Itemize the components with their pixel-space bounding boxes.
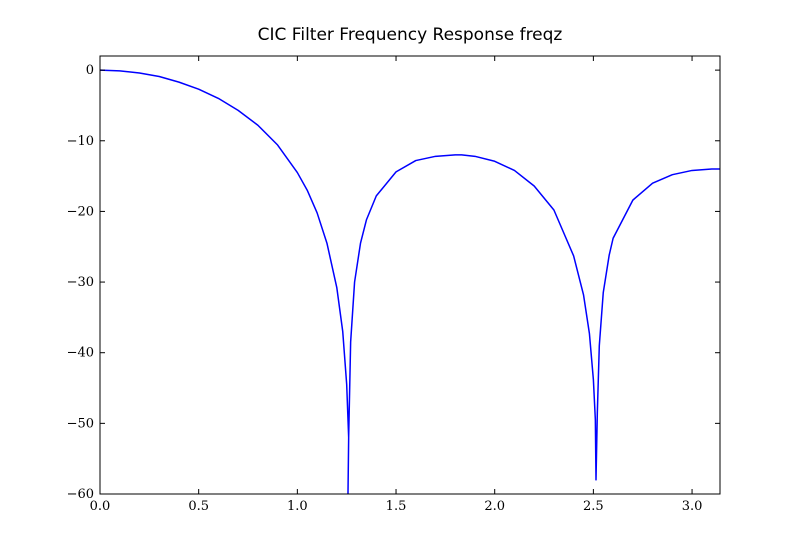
y-tick-label: −30 bbox=[67, 275, 94, 290]
x-tick-label: 0.0 bbox=[90, 499, 111, 514]
y-tick-label: 0 bbox=[86, 63, 94, 78]
plot-frame bbox=[99, 55, 721, 495]
y-tick-label: −60 bbox=[67, 487, 94, 502]
y-tick-label: −40 bbox=[67, 346, 94, 361]
plot-area: 0.0 0.5 1.0 1.5 2.0 2.5 3.0 0 −10 −20 −30 −40 −50 −60 bbox=[67, 55, 721, 514]
x-tick-label: 1.0 bbox=[287, 499, 308, 514]
x-tick-label: 2.0 bbox=[484, 499, 505, 514]
x-tick-label: 0.5 bbox=[188, 499, 209, 514]
chart-title: CIC Filter Frequency Response freqz bbox=[258, 25, 563, 45]
y-tick-label: −20 bbox=[67, 204, 94, 219]
y-tick-label: −10 bbox=[67, 134, 94, 149]
series-line bbox=[100, 69, 720, 494]
x-tick-label: 3.0 bbox=[682, 499, 703, 514]
x-tick-label: 2.5 bbox=[583, 499, 604, 514]
x-tick-label: 1.5 bbox=[386, 499, 407, 514]
y-tick-label: −50 bbox=[67, 416, 94, 431]
